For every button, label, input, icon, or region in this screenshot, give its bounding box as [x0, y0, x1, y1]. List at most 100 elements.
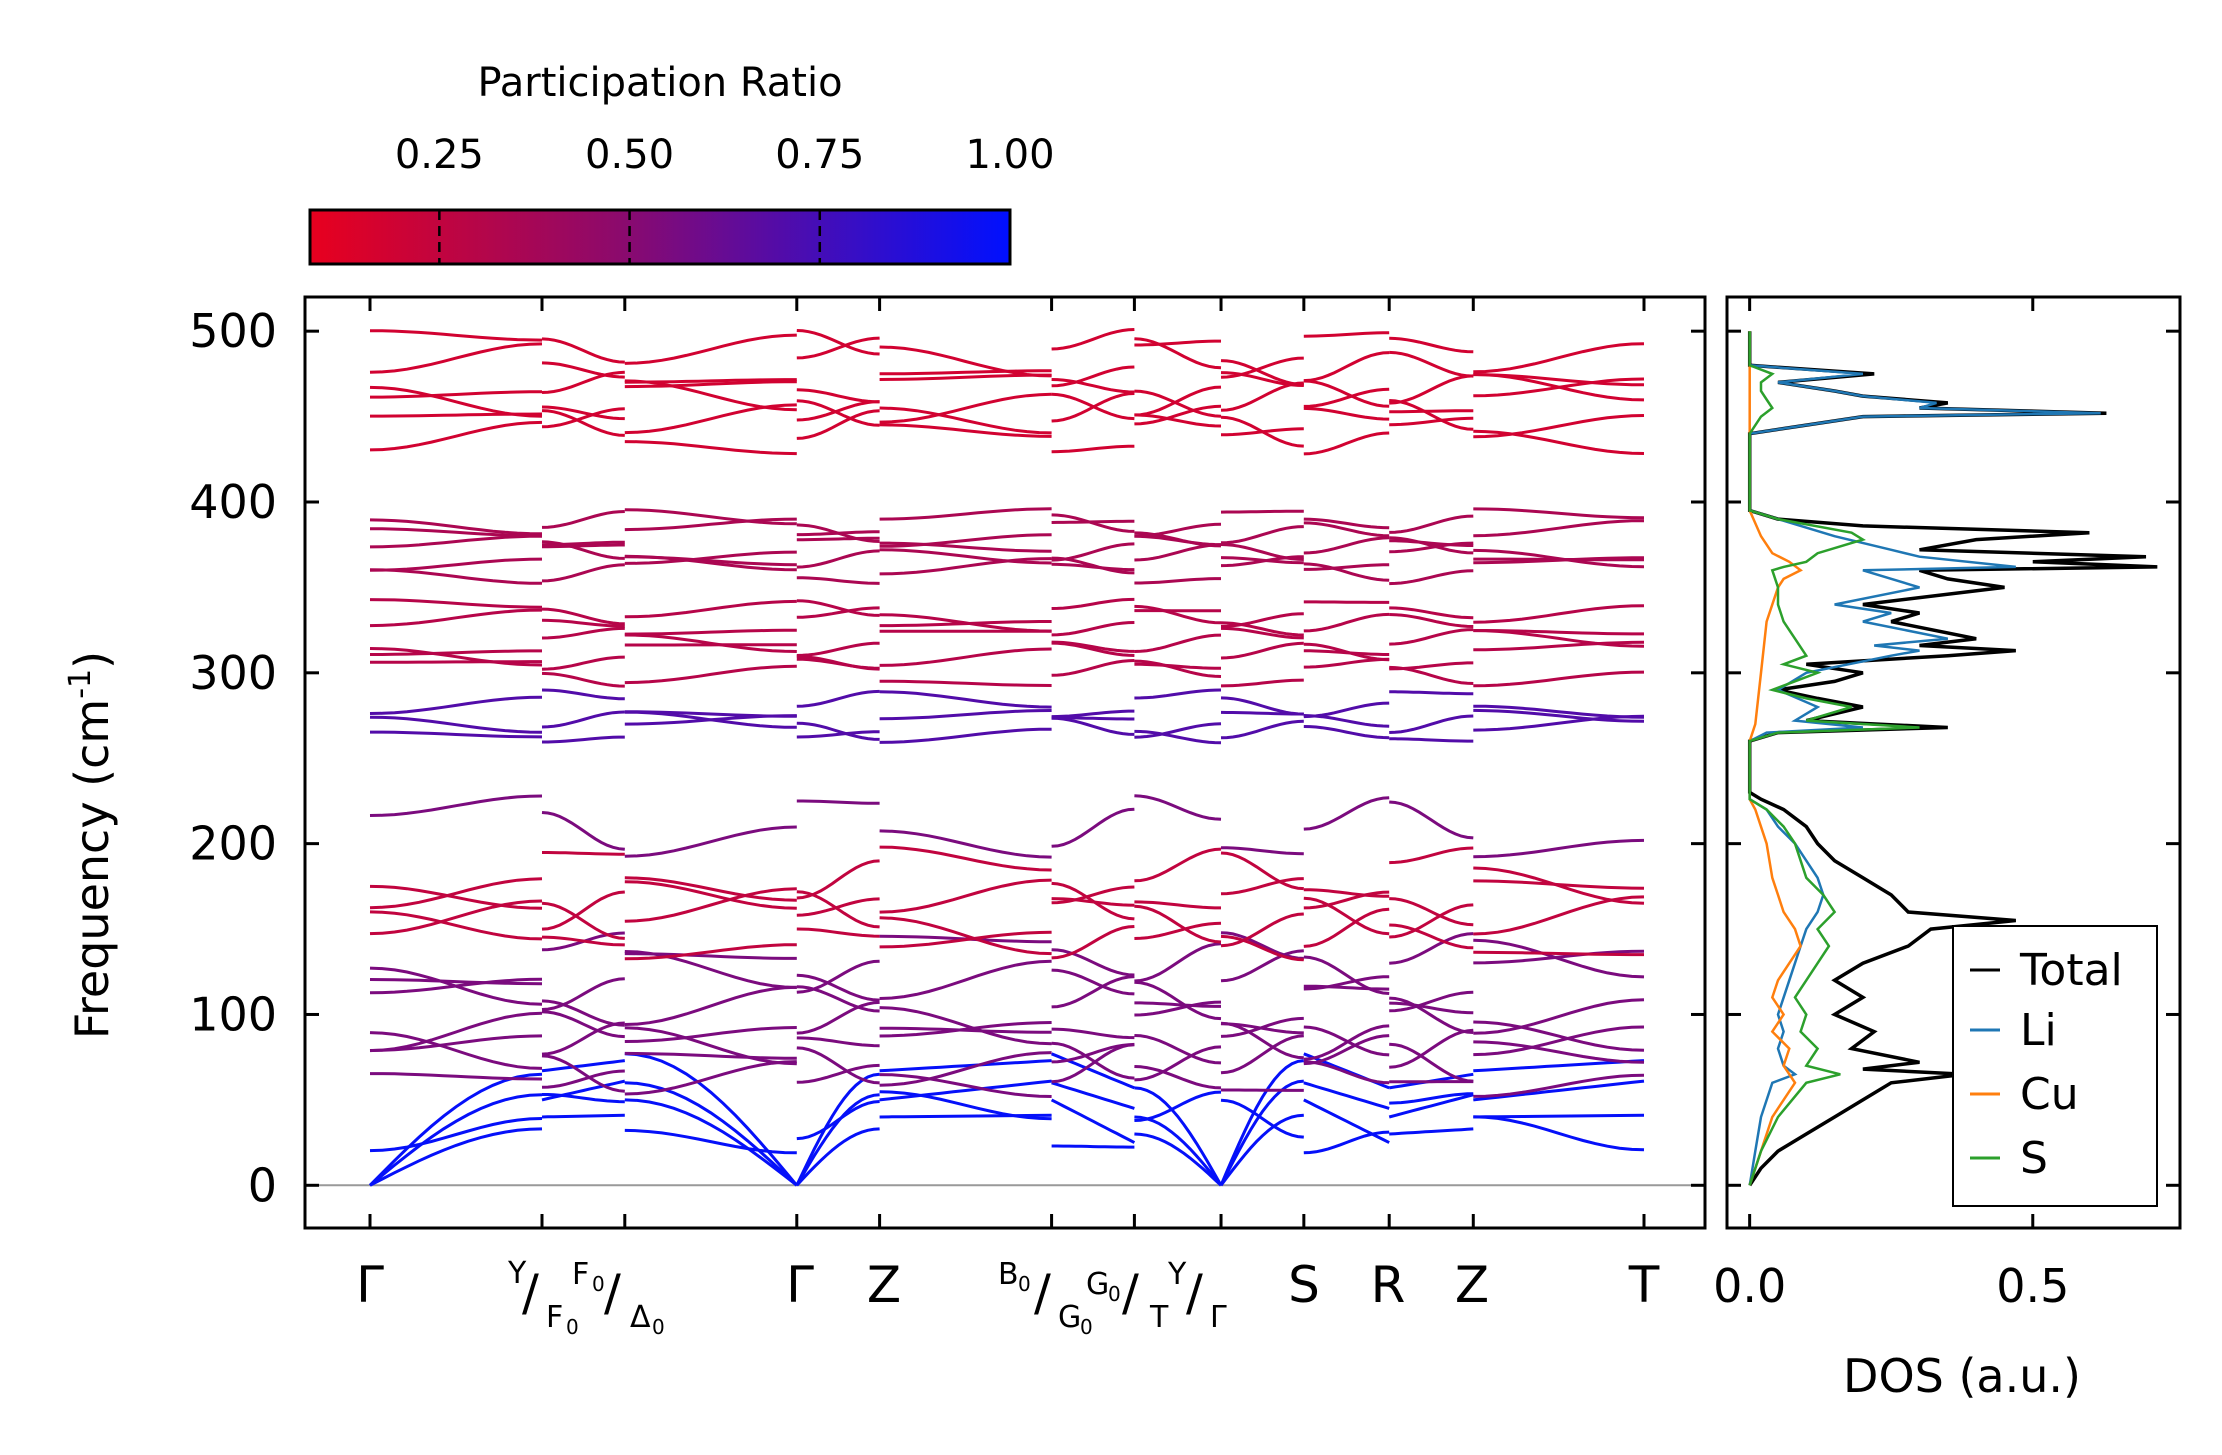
- svg-text:0: 0: [592, 1272, 605, 1296]
- band-18-seg-1: [541, 688, 625, 701]
- band-32-seg-5: [1051, 392, 1135, 421]
- band-20-seg-6: [1134, 662, 1222, 670]
- band-11-seg-9: [1389, 897, 1474, 927]
- band-32-seg-8: [1303, 406, 1390, 421]
- band-10-seg-5: [1051, 968, 1135, 996]
- band-34-seg-8: [1303, 331, 1390, 338]
- band-16-seg-1: [542, 735, 625, 744]
- band-14-seg-1: [542, 851, 625, 856]
- band-23-seg-6: [1134, 604, 1222, 625]
- band-13-seg-3: [796, 927, 880, 938]
- band-28-seg-0: [370, 527, 543, 538]
- band-7-seg-1: [541, 999, 625, 1027]
- svg-text:Y: Y: [507, 1256, 527, 1291]
- band-13-seg-1: [541, 890, 625, 931]
- band-18-seg-10: [1473, 704, 1645, 719]
- band-2-seg-6: [1134, 1132, 1223, 1187]
- band-9-seg-4: [879, 959, 1052, 1000]
- band-7-seg-8: [1303, 1024, 1390, 1061]
- band-12-seg-0: [369, 884, 543, 910]
- band-25-seg-1: [542, 543, 625, 549]
- band-19-seg-0: [370, 660, 542, 664]
- band-29-seg-9: [1389, 409, 1474, 414]
- band-9-seg-3: [796, 985, 880, 1013]
- band-1-seg-5: [1051, 1081, 1135, 1110]
- band-34-seg-2: [624, 333, 797, 365]
- band-5-seg-4: [879, 1051, 1052, 1087]
- band-20-seg-10: [1473, 640, 1645, 652]
- band-4-seg-4: [879, 1073, 1052, 1098]
- band-29-seg-6: [1134, 404, 1222, 426]
- band-22-seg-7: [1220, 621, 1304, 637]
- band-5-seg-7: [1220, 1034, 1304, 1075]
- band-7-seg-6: [1134, 1000, 1222, 1017]
- band-9-seg-1: [541, 977, 625, 1011]
- band-26-seg-7: [1220, 556, 1304, 565]
- band-6-seg-5: [1051, 1041, 1135, 1080]
- band-34-seg-9: [1389, 350, 1474, 378]
- band-4-seg-10: [1473, 1073, 1645, 1098]
- band-29-seg-0: [369, 420, 543, 452]
- band-13-seg-6: [1134, 921, 1222, 940]
- band-2-seg-8: [1303, 1098, 1390, 1144]
- band-11-seg-4: [879, 916, 1052, 956]
- band-1-seg-0: [369, 1093, 543, 1187]
- band-7-seg-0: [369, 1011, 543, 1053]
- band-0-seg-3: [795, 1072, 880, 1186]
- band-8-seg-5: [1051, 975, 1135, 1009]
- band-21-seg-7: [1220, 626, 1304, 640]
- band-2-seg-1: [541, 1113, 625, 1119]
- band-30-seg-7: [1220, 427, 1304, 437]
- band-22-seg-9: [1389, 606, 1474, 620]
- svg-text:/: /: [1186, 1264, 1203, 1322]
- svg-text:B: B: [998, 1257, 1019, 1292]
- band-31-seg-5: [1051, 378, 1135, 394]
- band-1-seg-8: [1303, 1081, 1390, 1110]
- band-10-seg-2: [624, 950, 797, 989]
- band-7-seg-5: [1051, 1042, 1135, 1064]
- colorbar-ticks: 0.25 0.50 0.75 1.00: [395, 132, 1055, 264]
- band-6-seg-2: [624, 1026, 797, 1066]
- band-19-seg-4: [879, 679, 1052, 687]
- band-12-seg-7: [1220, 912, 1304, 948]
- band-32-seg-1: [541, 370, 625, 394]
- svg-text:0: 0: [1108, 1282, 1121, 1306]
- band-6-seg-8: [1303, 1060, 1390, 1085]
- band-19-seg-7: [1220, 678, 1304, 688]
- band-22-seg-5: [1051, 621, 1135, 637]
- band-1-seg-7: [1219, 1079, 1304, 1186]
- svg-text:0: 0: [1018, 1272, 1031, 1296]
- band-14-seg-4: [879, 845, 1052, 872]
- band-15-seg-6: [1134, 794, 1222, 821]
- band-28-seg-6: [1134, 522, 1222, 538]
- band-8-seg-9: [1389, 996, 1474, 1034]
- band-0-seg-4: [879, 1059, 1052, 1073]
- band-26-seg-0: [369, 534, 543, 549]
- band-17-seg-10: [1473, 708, 1645, 723]
- colorbar-title: Participation Ratio: [477, 60, 842, 106]
- band-ytick-label-200: 200: [189, 817, 277, 871]
- band-7-seg-10: [1473, 1040, 1645, 1064]
- svg-text:Y: Y: [1167, 1257, 1187, 1292]
- band-34-seg-7: [1220, 356, 1304, 379]
- band-27-seg-4: [879, 533, 1052, 548]
- band-8-seg-4: [879, 1026, 1052, 1034]
- band-6-seg-0: [370, 1072, 543, 1081]
- band-7-seg-4: [879, 1006, 1052, 1046]
- band-23-seg-9: [1389, 613, 1474, 628]
- band-21-seg-5: [1051, 641, 1135, 657]
- band-33-seg-5: [1051, 365, 1135, 388]
- band-23-seg-0: [369, 598, 543, 609]
- band-20-seg-9: [1389, 661, 1474, 671]
- band-4-seg-8: [1303, 1034, 1390, 1066]
- band-19-seg-5: [1051, 659, 1135, 677]
- band-14-seg-9: [1389, 846, 1474, 865]
- band-1-seg-4: [879, 1079, 1052, 1102]
- band-ytick-label-100: 100: [189, 987, 277, 1041]
- band-0-seg-6: [1134, 1086, 1223, 1187]
- band-18-seg-8: [1303, 701, 1390, 719]
- band-20-seg-7: [1220, 641, 1304, 660]
